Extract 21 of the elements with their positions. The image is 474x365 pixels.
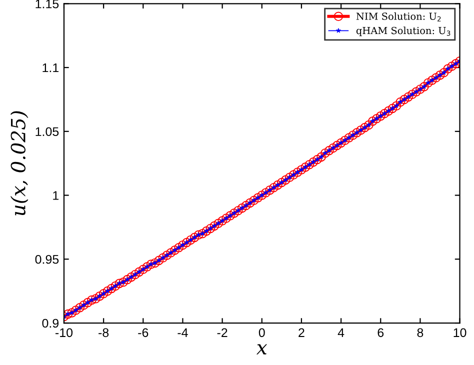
x-tick-label: -6 (138, 328, 148, 338)
x-tick-label: 6 (378, 328, 384, 338)
legend-label: qHAM Solution: U$_{3}$ (356, 26, 450, 36)
y-tick-label: 1.1 (42, 63, 59, 72)
y-axis-title: u(x, 0.025) (10, 111, 28, 216)
legend-label: NIM Solution: U$_{2}$ (356, 12, 441, 22)
y-tick-label: 0.95 (35, 254, 59, 264)
x-axis-title: x (256, 344, 268, 354)
y-tick-label: 0.9 (42, 318, 59, 328)
x-tick-label: 8 (417, 328, 424, 338)
x-tick-label: 10 (454, 328, 466, 338)
x-tick-label: 2 (298, 328, 304, 337)
y-tick-label: 1 (53, 191, 59, 200)
x-tick-label: 0 (258, 328, 265, 338)
x-tick-label: 4 (338, 328, 344, 337)
x-tick-label: -8 (98, 328, 109, 338)
x-tick-label: -2 (217, 328, 228, 337)
y-tick-label: 1.05 (36, 127, 59, 136)
x-tick-label: -4 (178, 328, 188, 337)
x-tick-label: -10 (56, 328, 73, 338)
y-tick-label: 1.15 (36, 0, 59, 8)
